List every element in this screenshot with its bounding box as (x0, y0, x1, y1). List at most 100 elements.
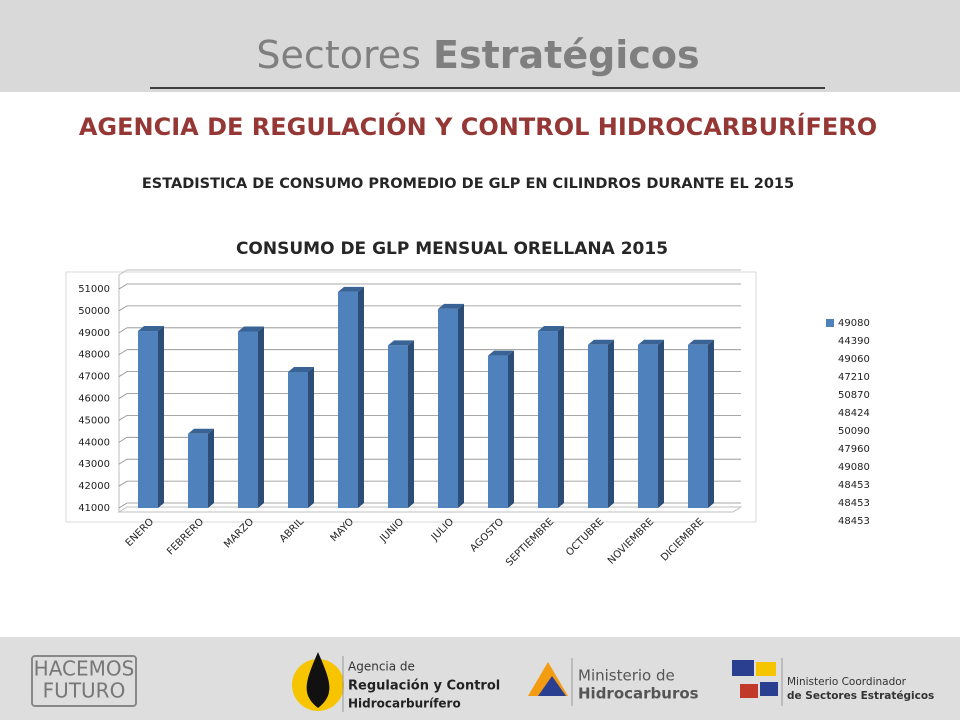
grid-line (118, 458, 741, 465)
bar (438, 308, 458, 508)
bar-side (508, 350, 514, 508)
bar (638, 344, 658, 508)
x-tick-label: FEBRERO (165, 516, 206, 557)
y-tick-label: 41000 (78, 503, 110, 514)
x-tick-label: JULIO (429, 516, 456, 543)
legend-label: 49080 (838, 318, 870, 329)
bar-side (158, 326, 164, 508)
bar-side (308, 367, 314, 508)
x-tick-label: ABRIL (278, 516, 307, 545)
header-band (0, 0, 960, 92)
bar-side (208, 428, 214, 508)
bar-side (408, 340, 414, 508)
logo-text: Hidrocarburífero (348, 697, 461, 711)
legend-label: 48453 (838, 498, 870, 509)
logo-text: Ministerio Coordinador (787, 676, 907, 688)
bar-top (538, 326, 564, 332)
bar (338, 291, 358, 508)
legend-label: 50090 (838, 426, 870, 437)
header-title: Sectores Estratégicos (256, 33, 699, 77)
bar-top (188, 428, 214, 434)
footer-band (0, 637, 960, 720)
bar (238, 331, 258, 508)
bar-top (488, 350, 514, 356)
legend-swatch (826, 319, 834, 327)
bar (188, 433, 208, 508)
grid-line (118, 327, 741, 334)
bar-top (288, 367, 314, 373)
plot-frame (65, 271, 757, 523)
bar-top (138, 326, 164, 332)
logo-icon (760, 682, 778, 696)
logo-icon (538, 676, 566, 696)
x-tick-label: NOVIEMBRE (606, 516, 656, 566)
legend-label: 49060 (838, 354, 870, 365)
logo-text: Ministerio de (578, 667, 675, 685)
y-tick-label: 49000 (78, 328, 110, 339)
bar-side (358, 286, 364, 508)
legend-label: 49080 (838, 462, 870, 473)
bar-top (588, 339, 614, 345)
bar-side (658, 339, 664, 508)
logo-text: Hidrocarburos (578, 685, 699, 703)
legend-label: 47960 (838, 444, 870, 455)
bar (388, 345, 408, 508)
legend-label: 50870 (838, 390, 870, 401)
bar-top (388, 340, 414, 346)
bar (688, 344, 708, 508)
bar (588, 344, 608, 508)
axis-wall (118, 269, 741, 512)
legend-label: 44390 (838, 336, 870, 347)
legend-label: 48424 (838, 408, 870, 419)
grid-line (118, 502, 741, 509)
bar-side (708, 339, 714, 508)
legend-label: 47210 (838, 372, 870, 383)
x-tick-label: OCTUBRE (564, 516, 606, 558)
y-tick-label: 46000 (78, 394, 110, 405)
y-tick-label: 48000 (78, 350, 110, 361)
legend-label: 48453 (838, 516, 870, 527)
bar-side (608, 339, 614, 508)
y-tick-label: 47000 (78, 372, 110, 383)
logo-icon (732, 660, 754, 676)
grid-line (118, 305, 741, 312)
logo-text: FUTURO (43, 679, 126, 703)
logo-icon (756, 662, 776, 676)
x-tick-label: DICIEMBRE (659, 516, 706, 563)
logo-box (31, 655, 137, 707)
bar-side (458, 303, 464, 508)
logo-text: Agencia de (348, 660, 415, 674)
x-tick-label: ENERO (124, 516, 157, 549)
axis-floor (117, 506, 743, 513)
grid-line (118, 283, 741, 290)
bar (538, 331, 558, 508)
y-tick-label: 43000 (78, 459, 110, 470)
bar-top (438, 303, 464, 309)
bar (138, 331, 158, 508)
logo-text: de Sectores Estratégicos (787, 690, 934, 702)
agency-title: AGENCIA DE REGULACIÓN Y CONTROL HIDROCAR… (79, 111, 877, 141)
x-tick-label: MARZO (222, 516, 256, 550)
chart-title: CONSUMO DE GLP MENSUAL ORELLANA 2015 (236, 239, 668, 259)
grid-line (118, 414, 741, 421)
y-tick-label: 42000 (78, 481, 110, 492)
logo-text: Regulación y Control (348, 679, 500, 694)
logo-text: HACEMOS (34, 657, 135, 681)
plot: 41000 42000 43000 44000 45000 46000 47000 48000… (78, 269, 870, 569)
title-regular: Sectores (256, 33, 421, 77)
subtitle: ESTADISTICA DE CONSUMO PROMEDIO DE GLP E… (142, 176, 794, 192)
logo-icon (740, 684, 758, 698)
grid-line (118, 480, 741, 487)
grid-line (118, 371, 741, 377)
y-tick-label: 45000 (78, 415, 110, 426)
y-tick-label: 50000 (78, 306, 110, 317)
x-tick-label: JUNIO (378, 516, 407, 545)
bar-side (558, 326, 564, 508)
y-tick-label: 44000 (78, 437, 110, 448)
bar-top (238, 326, 264, 332)
x-tick-label: SEPTIEMBRE (504, 516, 556, 568)
x-tick-label: MAYO (329, 516, 357, 544)
legend-label: 48453 (838, 480, 870, 491)
